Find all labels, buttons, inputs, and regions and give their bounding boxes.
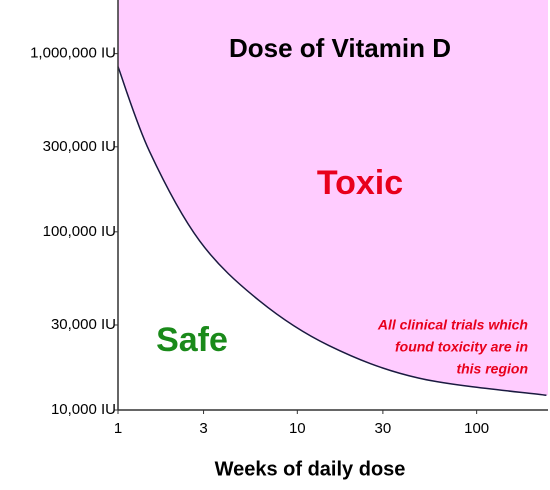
boundary-curve	[117, 66, 547, 396]
y-tick-label: 30,000 IU	[51, 316, 116, 333]
toxic-region	[118, 0, 548, 396]
x-tick-label: 1	[114, 420, 122, 437]
y-tick-label: 1,000,000 IU	[30, 45, 116, 62]
x-tick-label: 3	[199, 420, 207, 437]
y-tick-label: 100,000 IU	[43, 223, 116, 240]
y-tick-label: 300,000 IU	[43, 138, 116, 155]
safe-label: Safe	[156, 321, 228, 359]
note-line: found toxicity are in	[395, 339, 528, 355]
chart-title: Dose of Vitamin D	[229, 33, 451, 63]
x-tick-label: 10	[289, 420, 306, 437]
y-tick-label: 10,000 IU	[51, 401, 116, 418]
x-axis-label: Weeks of daily dose	[215, 458, 406, 480]
note-line: All clinical trials which	[377, 317, 528, 333]
x-tick-label: 100	[464, 420, 489, 437]
x-tick-label: 30	[375, 420, 392, 437]
toxic-label: Toxic	[317, 164, 403, 202]
note-line: this region	[456, 361, 528, 377]
